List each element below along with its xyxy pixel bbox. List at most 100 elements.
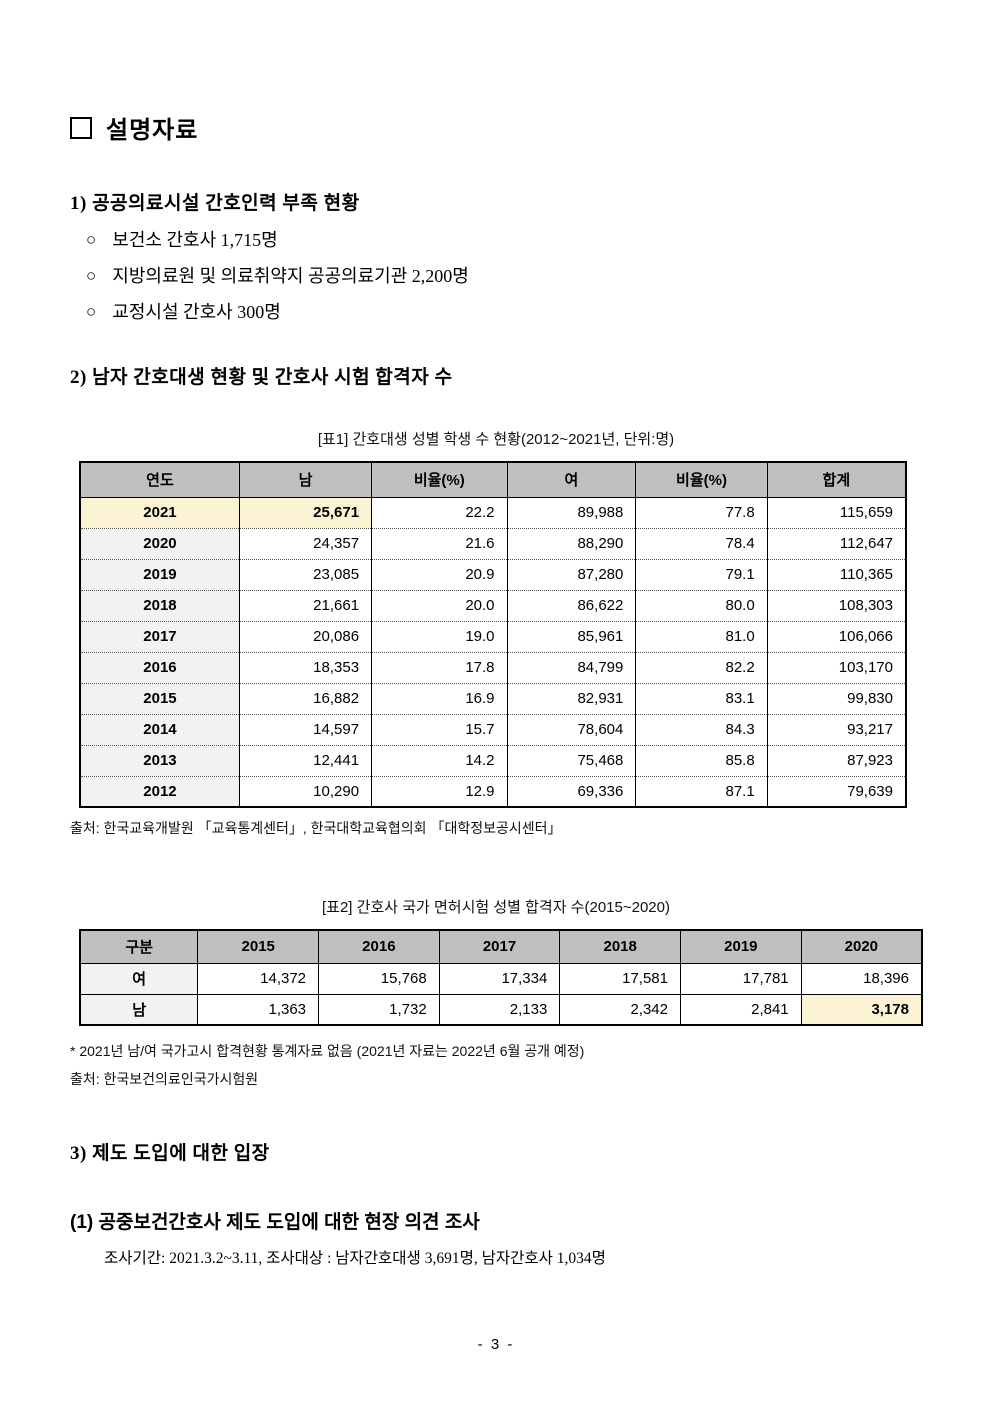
table1-source: 출처: 한국교육개발원 「교육통계센터」, 한국대학교육협의회 「대학정보공시센… [70, 820, 562, 836]
total-cell: 110,365 [766, 558, 906, 590]
male-pct-cell: 14.2 [371, 744, 508, 776]
female-cell: 88,290 [506, 527, 636, 559]
year-cell: 2012 [79, 775, 240, 807]
female-pct-cell: 78.4 [635, 527, 768, 559]
table2-header-2015: 2015 [197, 930, 319, 964]
table1-header-male-pct: 비율(%) [371, 462, 508, 498]
category-cell: 남 [79, 993, 198, 1025]
total-cell: 79,639 [766, 775, 906, 807]
table1-caption: [표1] 간호대생 성별 학생 수 현황(2012~2021년, 단위:명) [317, 431, 675, 448]
survey-detail-text: 조사기간: 2021.3.2~3.11, 조사대상 : 남자간호대생 3,691… [104, 1250, 606, 1267]
male-cell: 21,661 [238, 589, 372, 621]
year-cell: 2019 [79, 558, 240, 590]
page-title-text: 설명자료 [106, 117, 199, 144]
section-1-heading: 1) 공공의료시설 간호인력 부족 현황 [70, 193, 360, 214]
category-cell: 여 [79, 962, 198, 994]
male-pct-cell: 22.2 [371, 497, 508, 528]
table-row: 2020 24,357 21.6 88,290 78.4 112,647 [79, 527, 906, 559]
table1-header-row: 연도 남 비율(%) 여 비율(%) 합계 [79, 462, 906, 498]
table2-caption: [표2] 간호사 국가 면허시험 성별 합격자 수(2015~2020) [322, 899, 670, 916]
table-row: 2018 21,661 20.0 86,622 80.0 108,303 [79, 589, 906, 621]
female-cell: 75,468 [506, 744, 636, 776]
value-cell: 1,732 [318, 993, 440, 1025]
bullet-item: ○ 지방의료원 및 의료취약지 공공의료기관 2,200명 [86, 262, 469, 288]
male-pct-cell: 19.0 [371, 620, 508, 652]
year-cell: 2013 [79, 744, 240, 776]
female-cell: 87,280 [506, 558, 636, 590]
female-pct-cell: 87.1 [635, 775, 768, 807]
checkbox-square-icon [70, 116, 92, 139]
male-cell: 23,085 [238, 558, 372, 590]
year-cell: 2018 [79, 589, 240, 621]
table2-header-2019: 2019 [680, 930, 802, 964]
male-cell: 14,597 [238, 713, 372, 745]
total-cell: 106,066 [766, 620, 906, 652]
male-pct-cell: 15.7 [371, 713, 508, 745]
circle-bullet-icon: ○ [86, 229, 97, 249]
table-row: 2013 12,441 14.2 75,468 85.8 87,923 [79, 744, 906, 776]
bullet-text: 지방의료원 및 의료취약지 공공의료기관 2,200명 [112, 266, 469, 286]
female-cell: 82,931 [506, 682, 636, 714]
female-cell: 84,799 [506, 651, 636, 683]
male-cell: 12,441 [238, 744, 372, 776]
male-pct-cell: 21.6 [371, 527, 508, 559]
table-row: 2012 10,290 12.9 69,336 87.1 79,639 [79, 775, 906, 807]
table-row: 여 14,372 15,768 17,334 17,581 17,781 18,… [79, 962, 922, 994]
year-cell: 2021 [79, 497, 240, 528]
section-2-heading: 2) 남자 간호대생 현황 및 간호사 시험 합격자 수 [70, 367, 453, 388]
male-pct-cell: 17.8 [371, 651, 508, 683]
value-cell: 2,133 [438, 993, 560, 1025]
table2-source: 출처: 한국보건의료인국가시험원 [70, 1071, 259, 1087]
male-cell: 16,882 [238, 682, 372, 714]
year-cell: 2017 [79, 620, 240, 652]
table2-header-category: 구분 [79, 930, 198, 964]
total-cell: 112,647 [766, 527, 906, 559]
male-cell: 20,086 [238, 620, 372, 652]
female-cell: 86,622 [506, 589, 636, 621]
female-pct-cell: 82.2 [635, 651, 768, 683]
male-pct-cell: 16.9 [371, 682, 508, 714]
table-row: 2021 25,671 22.2 89,988 77.8 115,659 [79, 497, 906, 528]
value-cell-highlighted: 3,178 [800, 993, 922, 1025]
year-cell: 2015 [79, 682, 240, 714]
male-cell: 24,357 [238, 527, 372, 559]
value-cell: 14,372 [197, 962, 319, 994]
table2-header-2018: 2018 [559, 930, 681, 964]
table-row: 2019 23,085 20.9 87,280 79.1 110,365 [79, 558, 906, 590]
table-row: 2014 14,597 15.7 78,604 84.3 93,217 [79, 713, 906, 745]
year-cell: 2016 [79, 651, 240, 683]
value-cell: 18,396 [800, 962, 922, 994]
table2-header-2016: 2016 [318, 930, 440, 964]
table2-note: * 2021년 남/여 국가고시 합격현황 통계자료 없음 (2021년 자료는… [70, 1043, 585, 1059]
male-pct-cell: 20.9 [371, 558, 508, 590]
total-cell: 93,217 [766, 713, 906, 745]
table-row: 2015 16,882 16.9 82,931 83.1 99,830 [79, 682, 906, 714]
section-3-sub-heading: (1) 공중보건간호사 제도 도입에 대한 현장 의견 조사 [70, 1212, 480, 1233]
table1-header-female-pct: 비율(%) [635, 462, 768, 498]
female-cell: 69,336 [506, 775, 636, 807]
female-pct-cell: 84.3 [635, 713, 768, 745]
bullet-item: ○ 교정시설 간호사 300명 [86, 298, 281, 324]
section-3-heading: 3) 제도 도입에 대한 입장 [70, 1143, 270, 1164]
female-pct-cell: 80.0 [635, 589, 768, 621]
value-cell: 15,768 [318, 962, 440, 994]
total-cell: 103,170 [766, 651, 906, 683]
female-pct-cell: 85.8 [635, 744, 768, 776]
total-cell: 99,830 [766, 682, 906, 714]
table2-header-2017: 2017 [438, 930, 560, 964]
female-cell: 89,988 [506, 497, 636, 528]
male-cell: 18,353 [238, 651, 372, 683]
table1-header-year: 연도 [79, 462, 240, 498]
value-cell: 17,581 [559, 962, 681, 994]
female-cell: 78,604 [506, 713, 636, 745]
female-cell: 85,961 [506, 620, 636, 652]
table2: 구분 2015 2016 2017 2018 2019 2020 여 14,37… [79, 929, 923, 1026]
value-cell: 2,342 [559, 993, 681, 1025]
total-cell: 108,303 [766, 589, 906, 621]
value-cell: 2,841 [680, 993, 802, 1025]
female-pct-cell: 83.1 [635, 682, 768, 714]
table2-header-row: 구분 2015 2016 2017 2018 2019 2020 [79, 930, 922, 964]
circle-bullet-icon: ○ [86, 301, 97, 321]
table1-header-female: 여 [506, 462, 636, 498]
bullet-text: 교정시설 간호사 300명 [112, 302, 281, 322]
